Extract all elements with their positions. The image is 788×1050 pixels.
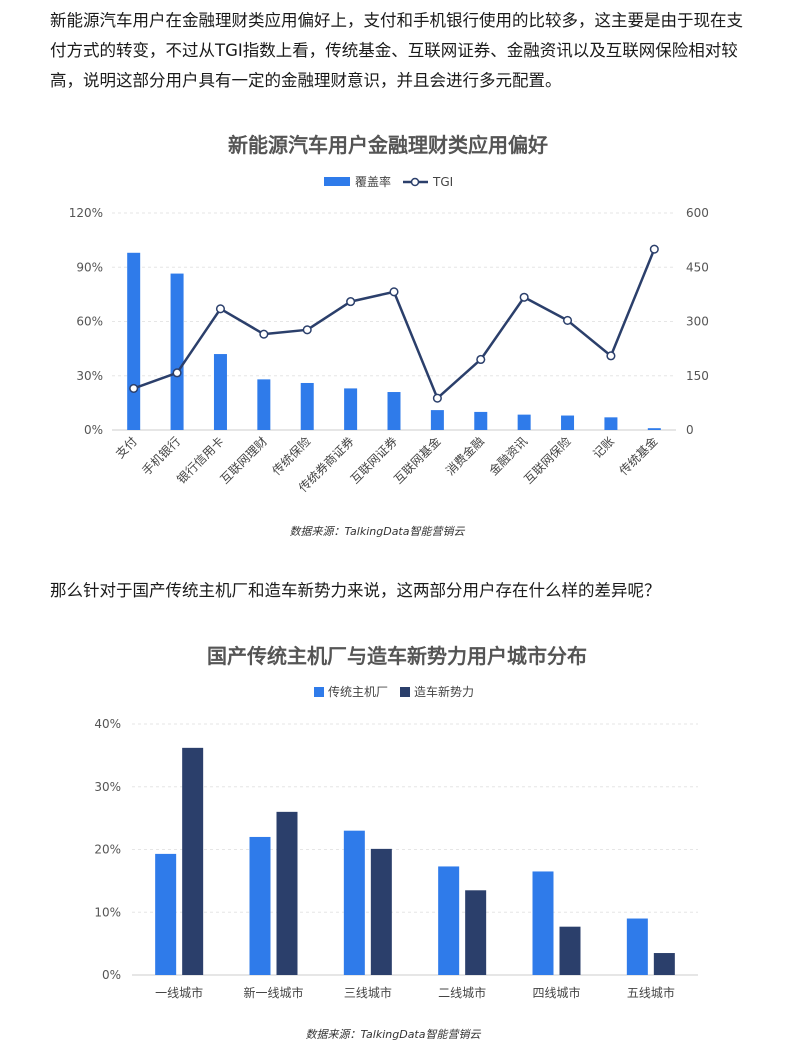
legend-label-tgi: TGI xyxy=(432,175,453,189)
tgi-point xyxy=(172,368,182,378)
traditional-bar xyxy=(532,871,554,975)
y-tick-label: 0% xyxy=(102,968,121,982)
grid-lines xyxy=(132,723,698,976)
y-tick-label-left: 0% xyxy=(84,423,103,437)
tgi-point xyxy=(259,329,269,339)
question-paragraph: 那么针对于国产传统主机厂和造车新势力来说，这两部分用户存在什么样的差异呢？ xyxy=(50,581,661,600)
tgi-point xyxy=(519,292,529,302)
coverage-bar xyxy=(300,382,314,430)
tgi-point xyxy=(649,244,659,254)
y-tick-label-right: 0 xyxy=(686,423,694,437)
x-axis-categories: 一线城市 新一线城市 三线城市 二线城市 四线城市 五线城市 xyxy=(155,985,675,1000)
traditional-bar xyxy=(438,866,460,975)
category-label: 互联网保险 xyxy=(521,434,574,487)
tgi-line xyxy=(129,244,659,403)
coverage-bar xyxy=(604,417,618,430)
coverage-bar xyxy=(387,392,401,430)
y-tick-label-right: 150 xyxy=(686,369,709,383)
y-tick-label: 10% xyxy=(94,905,121,919)
y-tick-label-left: 30% xyxy=(76,369,103,383)
category-label: 一线城市 xyxy=(155,985,203,1000)
legend-label-traditional: 传统主机厂 xyxy=(328,684,388,699)
y-tick-label-right: 300 xyxy=(686,315,709,329)
legend-swatch-traditional xyxy=(314,687,324,697)
new-force-bar xyxy=(653,953,675,975)
category-label: 传统保险 xyxy=(269,434,314,479)
new-force-bar xyxy=(559,926,581,975)
new-force-bar xyxy=(370,848,392,975)
coverage-bar xyxy=(647,428,661,430)
coverage-bar xyxy=(561,415,575,430)
coverage-bar xyxy=(127,252,141,430)
traditional-bar xyxy=(626,918,648,975)
chart-legend[interactable]: 传统主机厂 造车新势力 xyxy=(314,684,474,699)
legend-marker-tgi xyxy=(410,177,420,187)
category-label: 互联网理财 xyxy=(218,434,270,486)
category-label: 新一线城市 xyxy=(243,985,303,1000)
new-force-bar xyxy=(182,747,204,975)
city-bars xyxy=(155,747,675,975)
tgi-point xyxy=(606,351,616,361)
chart-source: 数据来源：TalkingData智能营销云 xyxy=(305,1028,481,1041)
category-label: 手机银行 xyxy=(139,434,183,478)
category-label: 金融资讯 xyxy=(486,434,531,479)
chart-source: 数据来源：TalkingData智能营销云 xyxy=(289,525,465,538)
category-label: 传统基金 xyxy=(616,434,661,479)
category-label: 三线城市 xyxy=(344,985,392,1000)
y-tick-label: 20% xyxy=(94,843,121,857)
coverage-bar xyxy=(344,388,358,430)
coverage-bar xyxy=(257,379,271,430)
grid-lines xyxy=(112,212,676,431)
category-label: 五线城市 xyxy=(627,985,675,1000)
y-tick-label-left: 60% xyxy=(76,315,103,329)
category-label: 消费金融 xyxy=(442,434,487,479)
city-distribution-chart: 国产传统主机厂与造车新势力用户城市分布 传统主机厂 造车新势力 0% 10% 20%… xyxy=(94,644,698,1041)
y-axis-right: 0 150 300 450 600 xyxy=(686,206,709,437)
category-label: 记账 xyxy=(590,434,617,461)
y-tick-label: 30% xyxy=(94,780,121,794)
legend-swatch-new-force xyxy=(400,687,410,697)
category-label: 支付 xyxy=(113,434,140,461)
new-force-bar xyxy=(276,811,298,975)
new-force-bar xyxy=(465,890,487,975)
intro-paragraph: 新能源汽车用户在金融理财类应用偏好上，支付和手机银行使用的比较多，这主要是由于现… xyxy=(50,11,743,90)
tgi-point xyxy=(302,325,312,335)
y-tick-label-right: 450 xyxy=(686,260,709,274)
chart-title: 新能源汽车用户金融理财类应用偏好 xyxy=(228,133,548,157)
chart-title: 国产传统主机厂与造车新势力用户城市分布 xyxy=(207,644,587,668)
tgi-point xyxy=(432,393,442,403)
chart-legend[interactable]: 覆盖率 TGI xyxy=(324,174,453,189)
category-label: 二线城市 xyxy=(438,985,486,1000)
traditional-bar xyxy=(343,830,365,975)
legend-label-coverage: 覆盖率 xyxy=(355,174,391,189)
tgi-point xyxy=(562,315,573,325)
coverage-bar xyxy=(213,354,227,430)
y-tick-label: 40% xyxy=(94,717,121,731)
tgi-point xyxy=(476,354,486,365)
coverage-bars xyxy=(127,252,661,430)
tgi-point xyxy=(129,383,139,393)
coverage-bar xyxy=(474,411,488,430)
coverage-bar xyxy=(170,273,184,430)
y-tick-label-left: 120% xyxy=(69,206,103,220)
category-label: 互联网基金 xyxy=(390,434,443,487)
tgi-point xyxy=(346,297,356,307)
coverage-bar xyxy=(430,410,444,430)
traditional-bar xyxy=(155,853,177,975)
tgi-point xyxy=(389,287,399,297)
y-tick-label-right: 600 xyxy=(686,206,709,220)
coverage-bar xyxy=(517,414,531,430)
legend-swatch-coverage xyxy=(324,177,350,186)
y-axis-left: 0% 30% 60% 90% 120% xyxy=(69,206,103,437)
legend-label-new-force: 造车新势力 xyxy=(414,684,474,699)
y-axis: 0% 10% 20% 30% 40% xyxy=(94,717,121,982)
finance-app-preference-chart: 新能源汽车用户金融理财类应用偏好 覆盖率 TGI 0% 30% 60% 90% 120%… xyxy=(69,133,709,538)
traditional-bar xyxy=(249,836,271,975)
tgi-point xyxy=(215,304,226,314)
y-tick-label-left: 90% xyxy=(76,260,103,274)
category-label: 四线城市 xyxy=(532,985,580,1000)
